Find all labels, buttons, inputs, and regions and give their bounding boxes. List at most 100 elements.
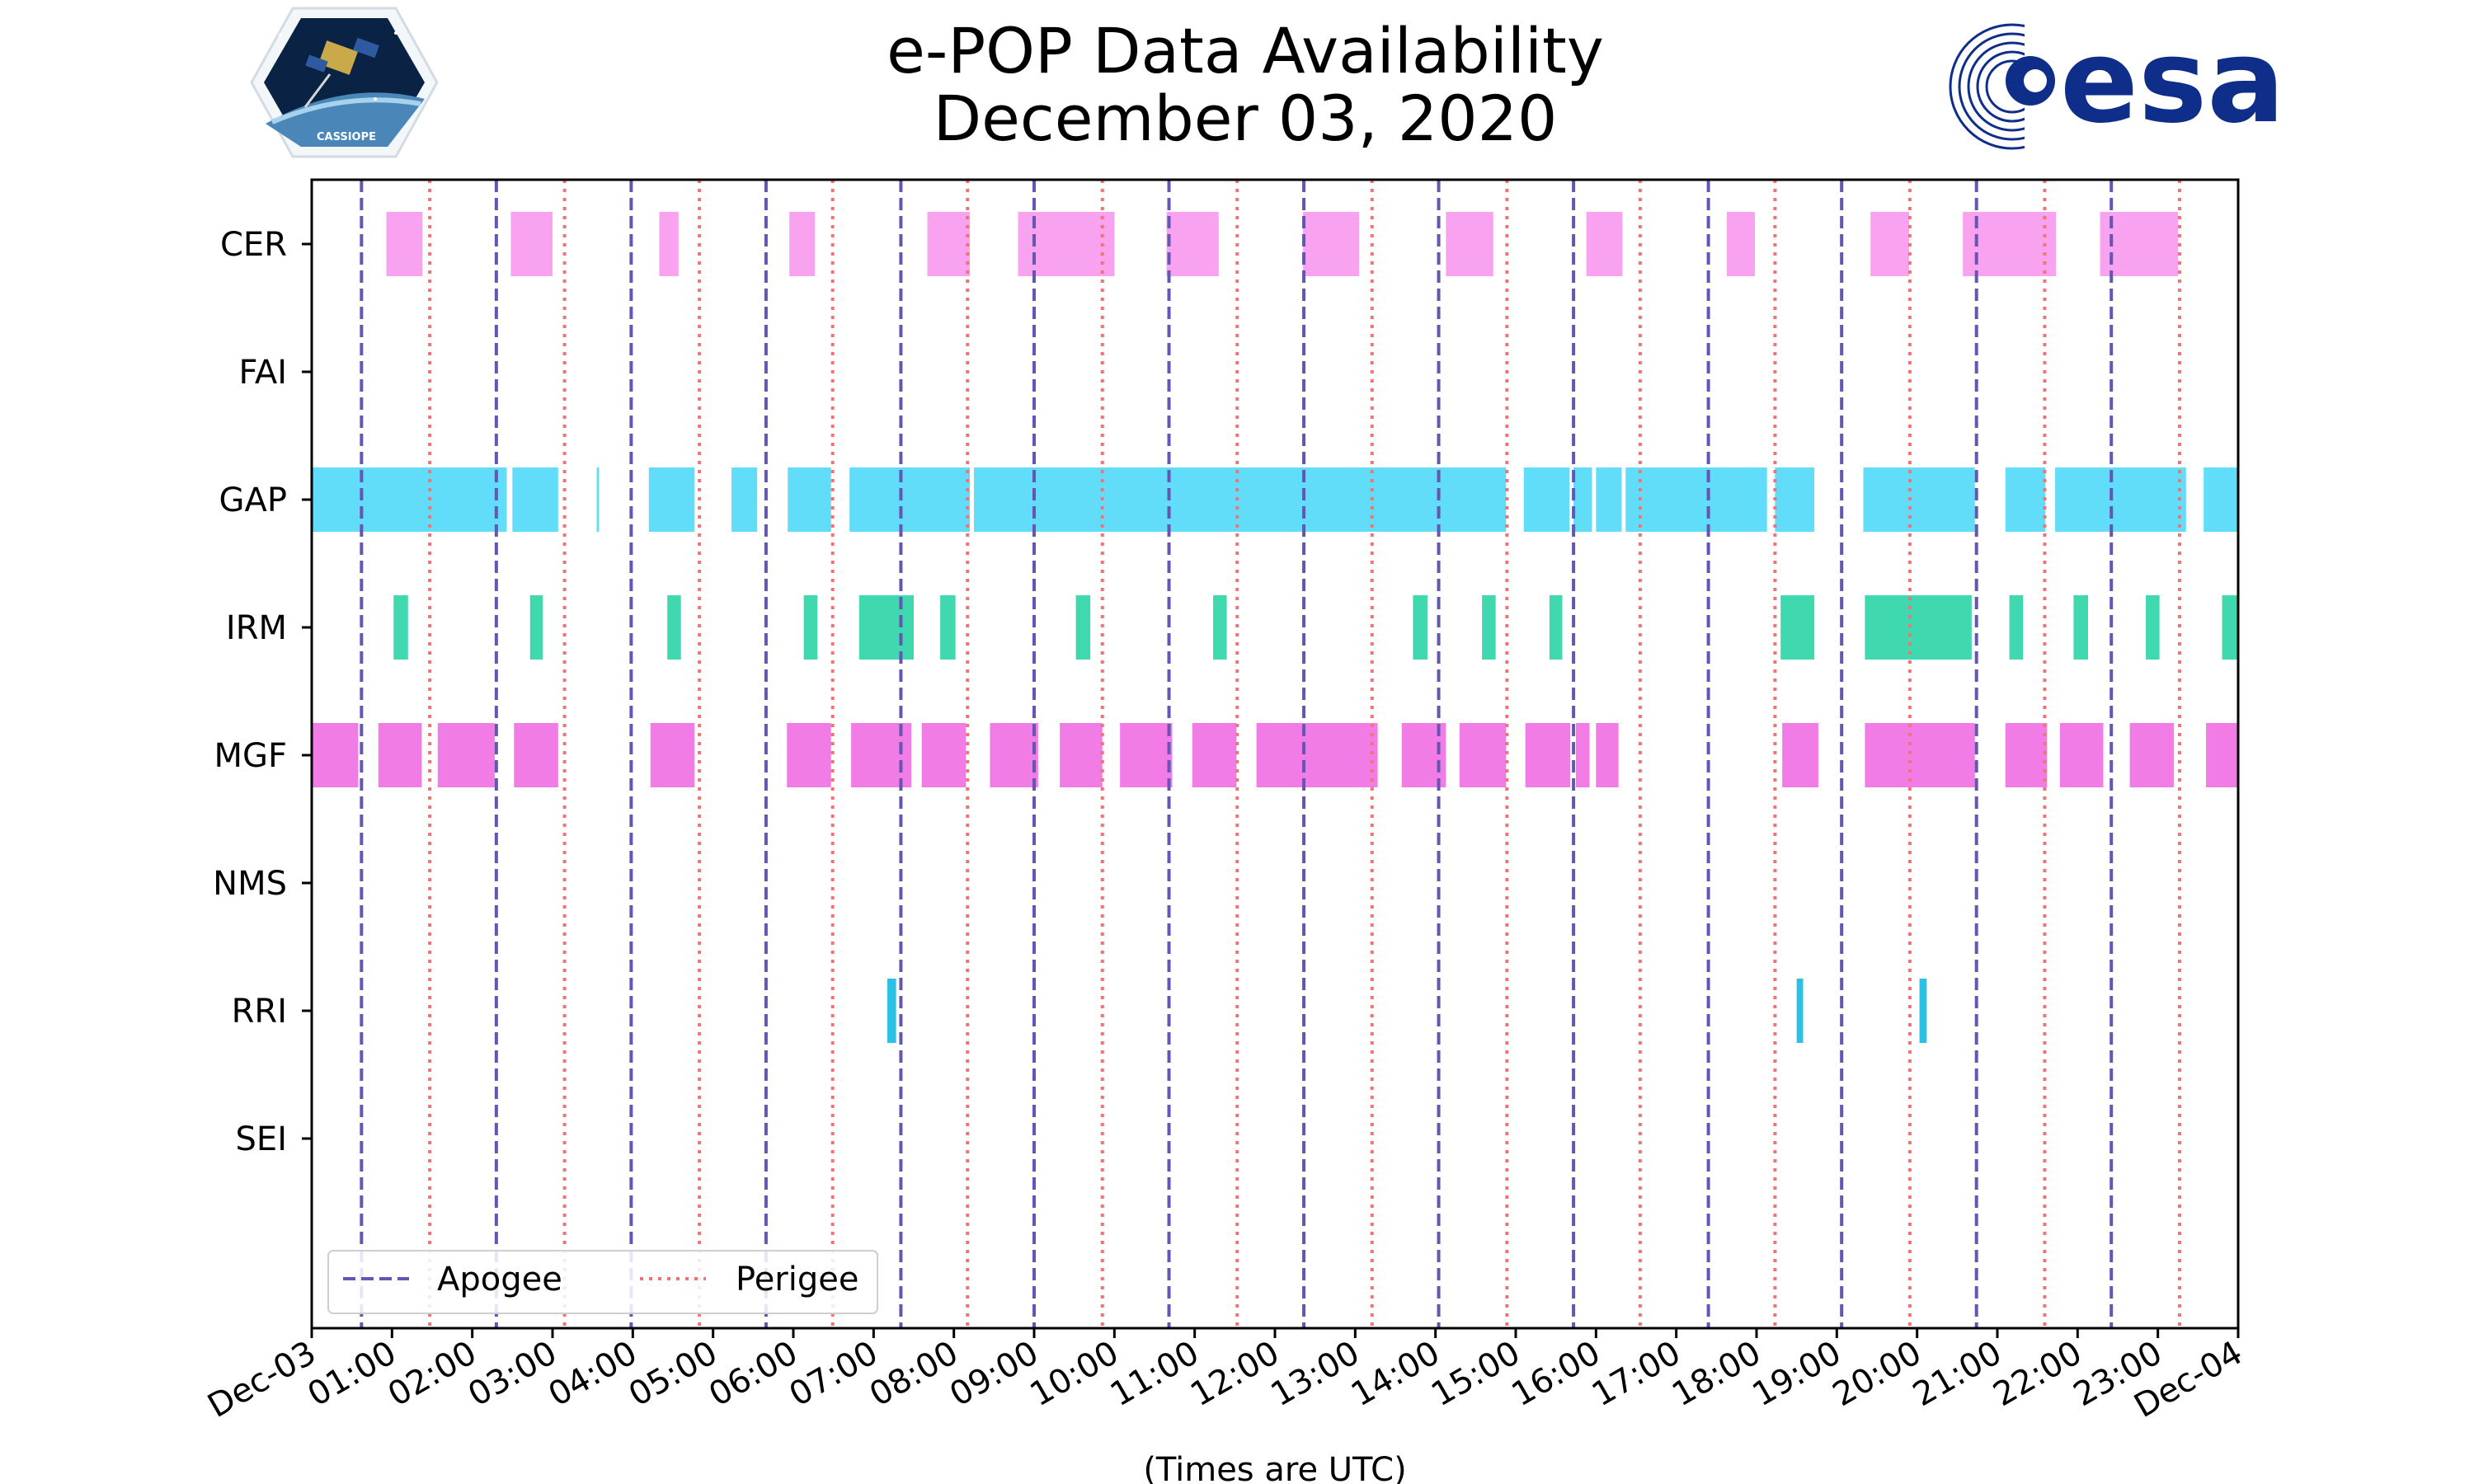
bar-gap-8 [1523,467,1570,532]
bar-gap-3 [648,467,695,532]
x-tick-label-15: 15:00 [1425,1334,1526,1414]
bar-gap-12 [1775,467,1815,532]
bar-irm-6 [1075,595,1091,660]
bar-irm-8 [1413,595,1427,660]
bar-gap-6 [849,467,971,532]
bar-cer-1 [510,212,553,276]
bar-irm-3 [803,595,818,660]
plot-area [312,180,2238,1328]
legend: Apogee Perigee [327,1250,878,1314]
x-tick-label-3: 03:00 [462,1334,563,1414]
y-tick-label-nms: NMS [213,865,287,903]
bar-irm-10 [1549,595,1563,660]
legend-perigee-label: Perigee [736,1261,858,1298]
x-tick-label-12: 12:00 [1184,1334,1286,1414]
x-tick-label-16: 16:00 [1505,1334,1606,1414]
x-tick-label-9: 09:00 [943,1334,1045,1414]
legend-box [327,1250,878,1314]
bar-irm-11 [1780,595,1815,660]
bar-mgf-15 [1525,723,1571,787]
bar-gap-14 [2005,467,2046,532]
bar-cer-10 [1726,212,1756,276]
bar-mgf-16 [1576,723,1590,787]
x-tick-label-11: 11:00 [1104,1334,1206,1414]
bar-gap-2 [596,467,600,532]
bar-mgf-8 [990,723,1038,787]
bar-irm-16 [2222,595,2238,660]
bar-mgf-11 [1192,723,1237,787]
bar-mgf-23 [2206,723,2238,787]
bar-irm-12 [1865,595,1972,660]
bar-cer-12 [1963,212,2057,276]
bar-mgf-1 [378,723,422,787]
bar-mgf-0 [312,723,359,787]
x-tick-label-18: 18:00 [1666,1334,1767,1414]
x-tick-label-7: 07:00 [783,1334,884,1414]
bar-mgf-18 [1782,723,1818,787]
x-tick-label-22: 22:00 [1987,1334,2088,1414]
bar-gap-11 [1625,467,1767,532]
y-tick-label-mgf: MGF [214,737,287,775]
bar-cer-6 [1166,212,1219,276]
bar-cer-0 [386,212,423,276]
x-tick-label-17: 17:00 [1586,1334,1687,1414]
y-tick-label-rri: RRI [232,993,287,1031]
chart-title: e-POP Data Availability [887,14,1604,87]
x-tick-label-4: 04:00 [542,1334,643,1414]
bar-gap-15 [2055,467,2186,532]
cassiope-caption: CASSIOPE [317,131,376,143]
x-tick-label-8: 08:00 [863,1334,965,1414]
y-tick-label-irm: IRM [226,609,287,647]
bar-mgf-7 [921,723,967,787]
bar-mgf-14 [1459,723,1507,787]
y-tick-label-cer: CER [220,226,287,264]
bar-mgf-12 [1256,723,1378,787]
bar-mgf-22 [2129,723,2175,787]
bar-cer-4 [927,212,971,276]
bar-gap-1 [512,467,558,532]
bar-rri-0 [887,979,896,1043]
bar-gap-5 [788,467,831,532]
y-tick-label-gap: GAP [219,481,287,519]
bar-irm-14 [2073,595,2088,660]
bar-mgf-3 [514,723,558,787]
legend-apogee-label: Apogee [437,1261,562,1298]
bar-irm-13 [2009,595,2024,660]
x-tick-label-6: 06:00 [703,1334,804,1414]
bar-rri-1 [1796,979,1804,1043]
bar-rri-2 [1919,979,1927,1043]
y-tick-label-sei: SEI [236,1120,287,1158]
bar-gap-10 [1596,467,1622,532]
bar-gap-16 [2204,467,2238,532]
bar-gap-4 [731,467,758,532]
x-tick-label-13: 13:00 [1264,1334,1366,1414]
x-tick-label-10: 10:00 [1023,1334,1125,1414]
bar-irm-15 [2146,595,2160,660]
bar-cer-8 [1446,212,1493,276]
bar-gap-0 [312,467,507,532]
chart-subtitle: December 03, 2020 [934,82,1558,155]
axes: CERFAIGAPIRMMGFNMSRRISEIDec-0301:0002:00… [201,226,2249,1425]
bar-irm-4 [858,595,914,660]
bar-mgf-5 [787,723,831,787]
x-axis-label: (Times are UTC) [1143,1451,1406,1484]
cassiope-logo: CASSIOPE [250,7,439,158]
bar-cer-9 [1586,212,1623,276]
bar-mgf-10 [1120,723,1173,787]
bar-cer-13 [2100,212,2178,276]
x-tick-label-5: 05:00 [623,1334,724,1414]
bar-cer-11 [1870,212,1909,276]
bar-irm-0 [393,595,408,660]
bar-mgf-17 [1596,723,1619,787]
bar-irm-1 [529,595,543,660]
bar-mgf-19 [1865,723,1975,787]
x-tick-label-20: 20:00 [1827,1334,1928,1414]
bar-irm-7 [1213,595,1227,660]
x-tick-label-21: 21:00 [1907,1334,2008,1414]
y-tick-label-fai: FAI [239,354,288,392]
bar-gap-7 [974,467,1507,532]
esa-wordmark: esa [2060,15,2285,149]
bar-irm-2 [667,595,681,660]
x-tick-label-14: 14:00 [1345,1334,1446,1414]
